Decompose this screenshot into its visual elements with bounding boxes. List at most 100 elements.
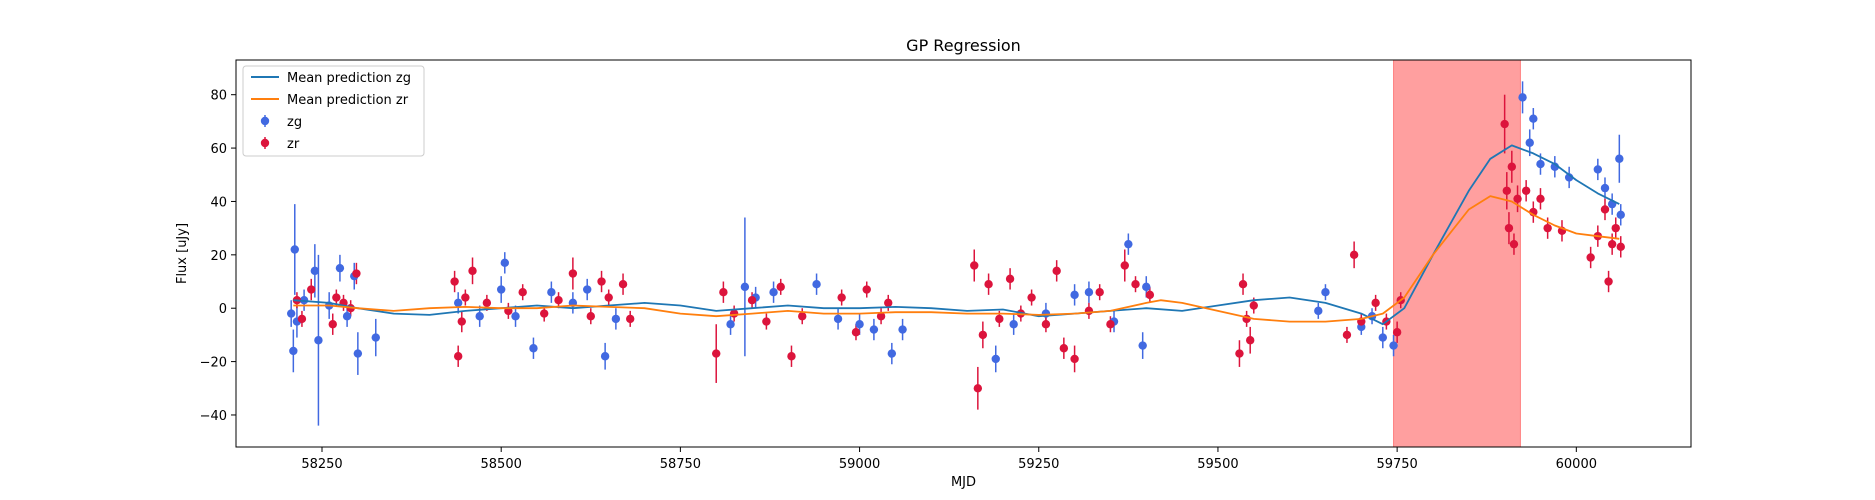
point-zg [1616, 210, 1625, 219]
point-zg [1615, 154, 1624, 163]
point-zr [1543, 223, 1552, 233]
point-zr [884, 298, 893, 308]
point-zr [984, 279, 993, 289]
point-zr [1500, 119, 1509, 129]
point-zr [1607, 239, 1617, 249]
x-tick-label: 59500 [1197, 457, 1238, 472]
point-zr [586, 312, 595, 321]
point-zr [747, 296, 757, 305]
points-layer [286, 93, 1625, 393]
point-zr [1586, 253, 1595, 262]
point-zr [457, 317, 466, 326]
legend-marker-zg [260, 115, 270, 127]
legend-label-mean-zg: Mean prediction zg [287, 71, 411, 86]
point-zg [855, 320, 864, 329]
point-zg [289, 346, 298, 356]
y-tick-label: 40 [210, 195, 227, 210]
point-zr [1070, 354, 1079, 364]
point-zg [1321, 288, 1330, 297]
point-zg [1378, 333, 1387, 342]
x-tick-label: 59250 [1018, 457, 1059, 472]
x-tick-label: 59000 [839, 457, 880, 472]
point-zr [604, 293, 613, 302]
point-zr [837, 293, 846, 302]
point-zr [1349, 250, 1359, 260]
point-zg [887, 349, 897, 358]
point-zg [496, 285, 506, 294]
point-zr [1536, 194, 1545, 203]
point-zr [1052, 266, 1061, 276]
point-zr [798, 312, 807, 321]
point-zg [335, 263, 345, 273]
point-zr [876, 312, 886, 321]
y-tick-label: −40 [200, 409, 227, 424]
point-zr [1059, 344, 1069, 353]
x-tick-label: 58750 [660, 457, 701, 472]
point-zr [554, 296, 563, 305]
point-zg [991, 354, 1000, 364]
point-zg [1525, 138, 1534, 147]
point-zg [475, 312, 484, 321]
point-zr [453, 352, 463, 361]
point-zr [1120, 261, 1129, 270]
legend-label-mean-zr: Mean prediction zr [287, 93, 409, 108]
point-zr [1235, 349, 1244, 358]
point-zr [1509, 239, 1519, 249]
point-zr [776, 282, 785, 292]
point-zr [1084, 306, 1094, 316]
point-zr [1342, 330, 1352, 340]
point-zg [1084, 288, 1094, 297]
y-tick-label: −20 [200, 356, 227, 371]
point-zg [1536, 159, 1545, 169]
point-zg [1138, 341, 1147, 350]
legend-label-zg: zg [287, 115, 302, 130]
shaded-region [1393, 60, 1521, 447]
point-zg [547, 288, 556, 297]
point-zg [500, 258, 509, 268]
point-zr [328, 320, 337, 329]
x-tick-label: 58250 [301, 457, 342, 472]
point-zr [1504, 223, 1514, 233]
y-tick-label: 60 [210, 142, 227, 157]
point-zr [1041, 320, 1051, 329]
point-zg [286, 309, 296, 318]
point-zr [1145, 290, 1155, 300]
point-zr [297, 314, 307, 324]
y-tick-label: 20 [210, 249, 227, 264]
point-zg [1593, 165, 1603, 174]
mean-lines-layer [293, 144, 1620, 326]
point-zr [1371, 298, 1380, 308]
point-zr [762, 317, 771, 326]
y-axis: −40 −20 0 20 40 60 80 [200, 89, 236, 424]
point-zr [468, 266, 477, 276]
point-zg [1009, 320, 1018, 329]
point-zr [1513, 194, 1522, 203]
point-zr [1600, 205, 1610, 214]
point-zr [851, 328, 861, 337]
x-axis: 58250 58500 58750 59000 59250 59500 59750 60000 [301, 447, 1597, 472]
point-zg [453, 298, 463, 308]
point-zg [833, 314, 843, 324]
legend-label-zr: zr [287, 137, 300, 152]
y-axis-label: Flux [uJy] [175, 223, 190, 284]
point-zg [1314, 306, 1323, 316]
point-zr [973, 384, 983, 393]
point-zg [371, 333, 380, 342]
point-zr [518, 288, 527, 297]
point-zg [726, 320, 735, 329]
legend-marker-zr [260, 137, 270, 149]
point-zr [540, 309, 549, 318]
x-tick-label: 58500 [481, 457, 522, 472]
point-zr [1616, 242, 1625, 252]
point-zg [812, 279, 821, 289]
legend: Mean prediction zg Mean prediction zr zg… [242, 65, 425, 157]
point-zr [461, 293, 470, 302]
point-zr [597, 277, 606, 286]
point-zg [769, 288, 778, 297]
point-zg [898, 325, 907, 334]
point-zg [511, 312, 520, 321]
point-zg [1529, 114, 1538, 123]
point-zg [600, 352, 610, 361]
point-zg [1518, 93, 1527, 102]
